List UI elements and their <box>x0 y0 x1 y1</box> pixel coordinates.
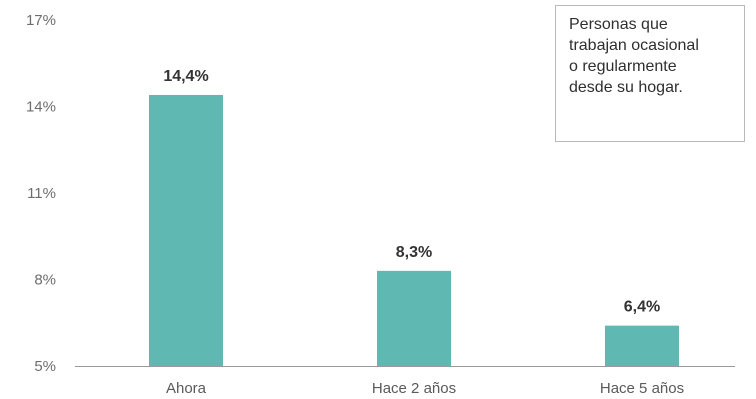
bar <box>605 325 679 366</box>
annotation-line: Personas que <box>569 16 668 33</box>
category-label: Hace 2 años <box>372 380 456 397</box>
data-labels: 14,4% 8,3% 6,4% <box>163 68 660 316</box>
data-label: 14,4% <box>163 68 208 85</box>
bar <box>149 94 223 366</box>
y-tick-label: 11% <box>27 185 56 202</box>
y-tick-label: 5% <box>34 358 56 375</box>
data-label: 6,4% <box>624 299 660 316</box>
y-tick-label: 17% <box>26 12 56 29</box>
bar <box>377 270 451 366</box>
category-labels: Ahora Hace 2 años Hace 5 años <box>166 380 684 397</box>
category-label: Ahora <box>166 380 207 397</box>
y-axis-ticks: 5% 8% 11% 14% 17% <box>26 12 56 375</box>
y-tick-label: 14% <box>26 99 56 116</box>
annotation-line: desde su hogar. <box>569 79 683 96</box>
y-tick-label: 8% <box>34 272 56 289</box>
annotation-box: Personas que trabajan ocasional o regula… <box>555 5 745 142</box>
category-label: Hace 5 años <box>600 380 684 397</box>
bars <box>149 94 679 366</box>
data-label: 8,3% <box>396 244 432 261</box>
annotation-line: trabajan ocasional <box>569 37 699 54</box>
annotation-line: o regularmente <box>569 58 677 75</box>
